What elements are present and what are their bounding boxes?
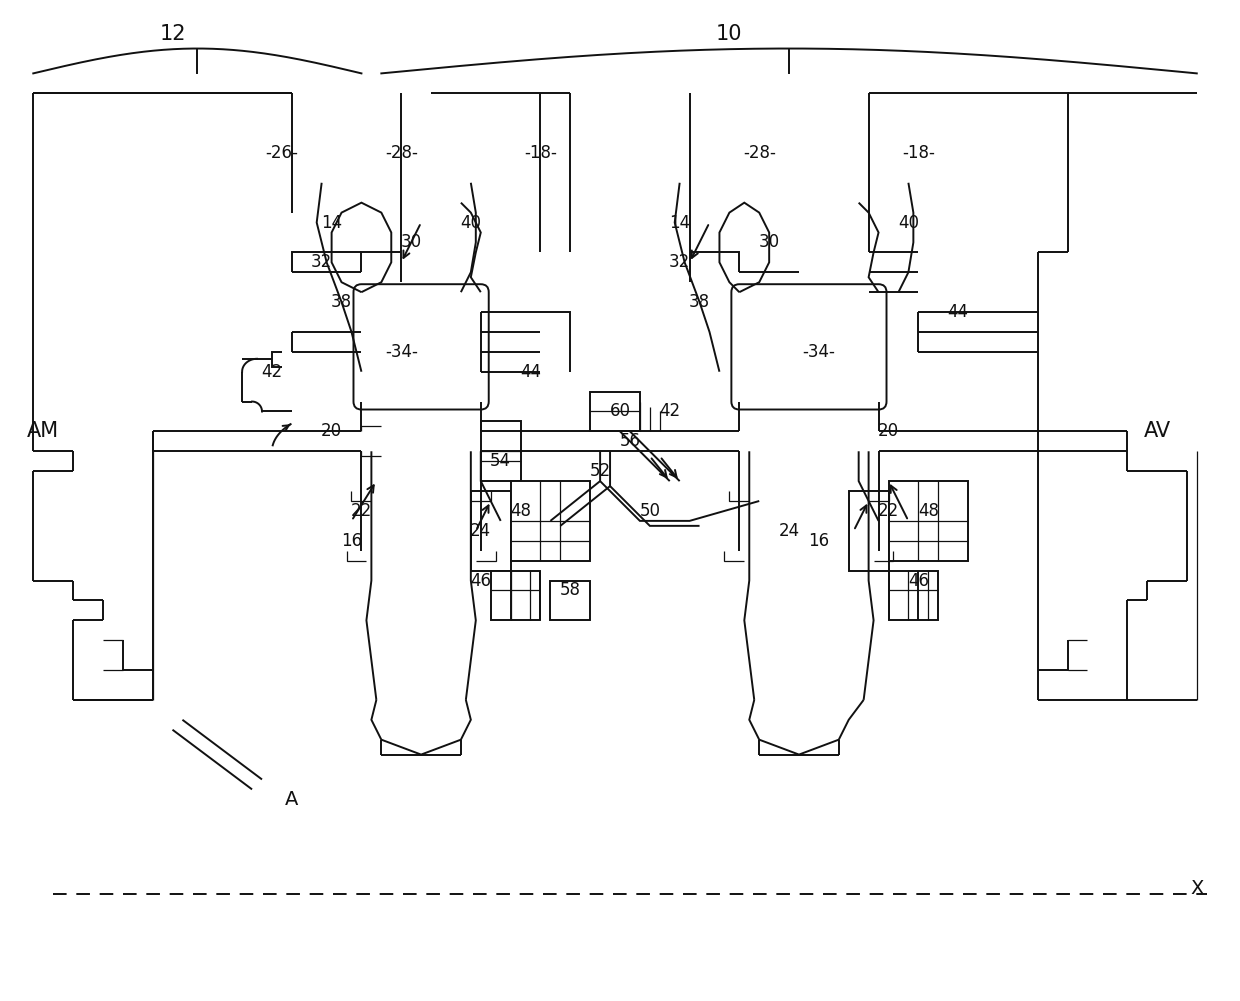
Text: 32: 32 — [311, 253, 332, 271]
Text: 22: 22 — [351, 502, 372, 520]
Text: 58: 58 — [559, 582, 580, 600]
Text: 22: 22 — [878, 502, 899, 520]
Text: 42: 42 — [262, 362, 283, 380]
Text: 56: 56 — [620, 432, 640, 450]
Text: 10: 10 — [717, 24, 743, 44]
Text: 46: 46 — [470, 572, 491, 590]
Text: 40: 40 — [460, 213, 481, 231]
Text: -18-: -18- — [525, 144, 557, 162]
Text: 54: 54 — [490, 452, 511, 470]
Text: 30: 30 — [759, 233, 780, 251]
Text: -28-: -28- — [743, 144, 776, 162]
Text: 20: 20 — [878, 422, 899, 440]
Text: 46: 46 — [908, 572, 929, 590]
Bar — [889, 481, 968, 561]
Text: 16: 16 — [808, 532, 830, 550]
Text: 30: 30 — [401, 233, 422, 251]
Text: 44: 44 — [947, 303, 968, 321]
Text: -28-: -28- — [384, 144, 418, 162]
Bar — [481, 421, 521, 481]
Text: 40: 40 — [898, 213, 919, 231]
Text: 32: 32 — [670, 253, 691, 271]
Text: 16: 16 — [341, 532, 362, 550]
FancyBboxPatch shape — [732, 284, 887, 409]
Bar — [491, 571, 541, 621]
Text: 52: 52 — [589, 462, 610, 480]
Text: 20: 20 — [321, 422, 342, 440]
Text: 50: 50 — [640, 502, 661, 520]
Text: -34-: -34- — [802, 342, 836, 360]
Bar — [471, 491, 511, 571]
Text: A: A — [285, 790, 299, 809]
Text: -34-: -34- — [384, 342, 418, 360]
Text: -18-: -18- — [901, 144, 935, 162]
Bar — [889, 571, 939, 621]
Text: 60: 60 — [610, 402, 630, 420]
Text: 48: 48 — [918, 502, 939, 520]
Text: AV: AV — [1143, 421, 1171, 441]
Text: 44: 44 — [520, 362, 541, 380]
FancyBboxPatch shape — [353, 284, 489, 409]
Text: 48: 48 — [510, 502, 531, 520]
Text: 42: 42 — [660, 402, 681, 420]
Bar — [590, 391, 640, 431]
Bar — [551, 581, 590, 621]
Text: -26-: -26- — [265, 144, 299, 162]
Bar — [511, 481, 590, 561]
Text: 38: 38 — [689, 293, 711, 311]
Text: 14: 14 — [670, 213, 691, 231]
Text: X: X — [1190, 879, 1204, 898]
Text: 38: 38 — [331, 293, 352, 311]
Bar — [848, 491, 889, 571]
Text: AM: AM — [27, 421, 60, 441]
Text: 12: 12 — [159, 24, 186, 44]
Text: 24: 24 — [779, 522, 800, 540]
Text: 14: 14 — [321, 213, 342, 231]
Text: 24: 24 — [470, 522, 491, 540]
